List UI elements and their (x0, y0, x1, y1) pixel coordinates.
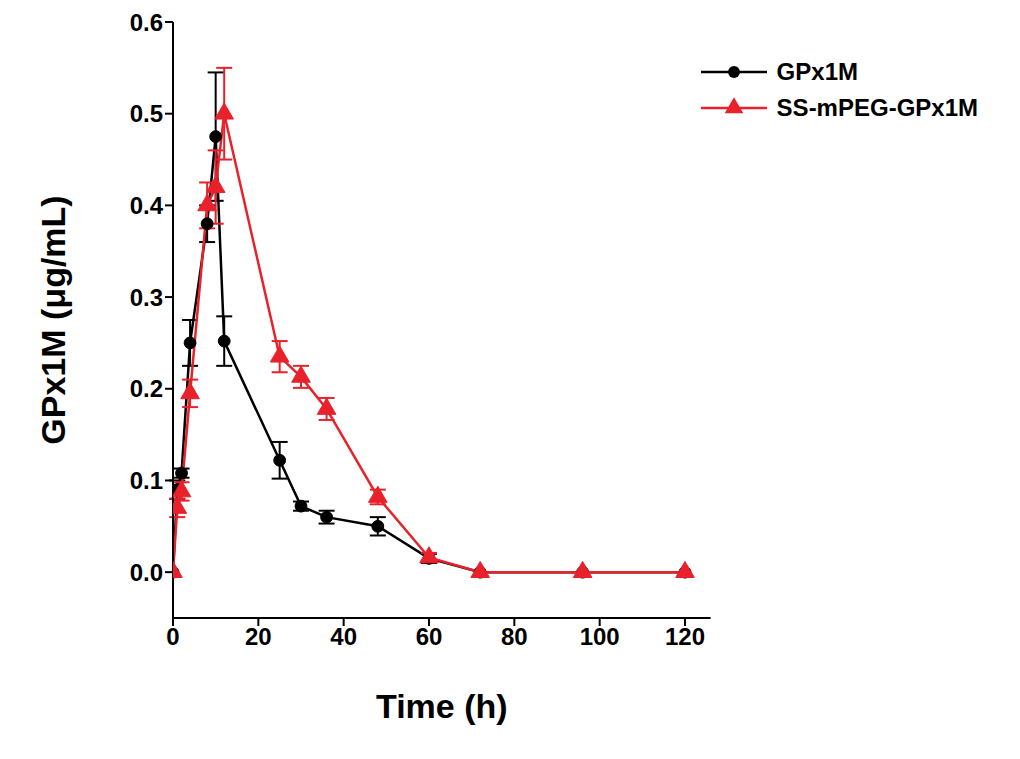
html-text:GPx1M: GPx1M (776, 58, 858, 85)
svg-text:20: 20 (245, 623, 272, 650)
svg-text:0.3: 0.3 (130, 284, 163, 311)
svg-text:0.0: 0.0 (130, 559, 163, 586)
svg-text:0.5: 0.5 (130, 100, 163, 127)
svg-text:120: 120 (665, 623, 705, 650)
svg-text:Time (h): Time (h) (376, 687, 508, 725)
svg-text:0.2: 0.2 (130, 375, 163, 402)
svg-text:0.1: 0.1 (130, 467, 163, 494)
svg-text:40: 40 (330, 623, 357, 650)
svg-text:0: 0 (166, 623, 179, 650)
html-text:SS-mPEG-GPx1M: SS-mPEG-GPx1M (776, 94, 978, 121)
svg-text:GPx1M (μg/mL): GPx1M (μg/mL) (34, 195, 72, 444)
svg-text:60: 60 (416, 623, 443, 650)
svg-text:0.6: 0.6 (130, 9, 163, 36)
svg-text:100: 100 (580, 623, 620, 650)
svg-text:0.4: 0.4 (130, 192, 164, 219)
svg-text:80: 80 (501, 623, 528, 650)
